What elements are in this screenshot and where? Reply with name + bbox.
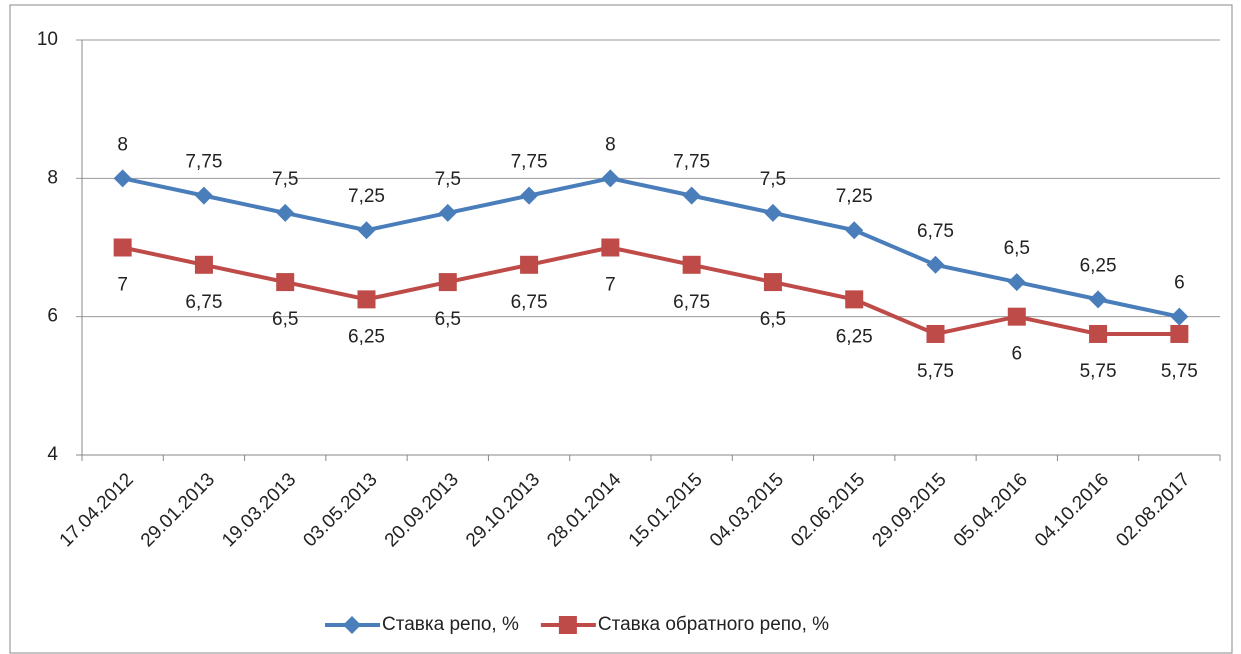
y-tick-label: 10 [37,29,58,50]
data-label: 7,75 [511,152,548,173]
data-label: 6,25 [1080,255,1117,276]
y-tick-label: 4 [47,444,58,465]
marker [438,203,457,222]
marker [926,255,945,274]
marker [194,186,213,205]
chart-frame [9,4,1233,654]
marker [845,290,864,309]
data-label: 7 [605,275,616,296]
data-label: 6,75 [917,221,954,242]
y-tick-label: 6 [47,306,58,327]
y-tick-label: 8 [47,167,58,188]
data-label: 7,25 [836,186,873,207]
data-label: 5,75 [917,361,954,382]
marker [113,238,132,257]
data-label: 6,5 [760,309,786,330]
data-label: 8 [117,134,128,155]
marker [520,255,539,274]
data-label: 6,75 [511,292,548,313]
data-label: 8 [605,134,616,155]
data-label: 5,75 [1161,361,1198,382]
series-line [122,176,1180,319]
legend-marker [558,616,577,634]
data-label: 6,25 [348,326,385,347]
marker [682,255,701,274]
data-label: 6,5 [272,309,298,330]
data-label: 7 [117,275,128,296]
series-line [122,245,1180,337]
marker [1170,324,1189,343]
marker [357,290,376,309]
marker [520,186,539,205]
data-label: 7,75 [673,152,710,173]
data-label: 5,75 [1080,361,1117,382]
marker [926,324,945,343]
data-label: 7,5 [272,169,298,190]
data-label: 6 [1174,273,1185,294]
marker [1007,273,1026,292]
marker [845,221,864,240]
data-label: 6,5 [435,309,461,330]
marker [276,273,295,292]
marker [682,186,701,205]
legend-label: Ставка репо, % [382,614,519,635]
marker [763,203,782,222]
marker [113,169,132,188]
marker [601,169,620,188]
data-label: 6,5 [1004,238,1030,259]
marker [1170,307,1189,326]
data-label: 7,75 [185,152,222,173]
legend-marker [343,616,361,634]
data-label: 7,5 [760,169,786,190]
marker [276,203,295,222]
data-label: 7,5 [435,169,461,190]
marker [763,273,782,292]
data-label: 6,75 [673,292,710,313]
marker [1089,324,1108,343]
marker [357,221,376,240]
data-label: 6 [1011,344,1022,365]
marker [1089,290,1108,309]
marker [601,238,620,257]
marker [1007,307,1026,326]
marker [438,273,457,292]
data-label: 6,75 [185,292,222,313]
marker [194,255,213,274]
data-label: 6,25 [836,326,873,347]
legend-label: Ставка обратного репо, % [598,614,829,635]
data-label: 7,25 [348,186,385,207]
